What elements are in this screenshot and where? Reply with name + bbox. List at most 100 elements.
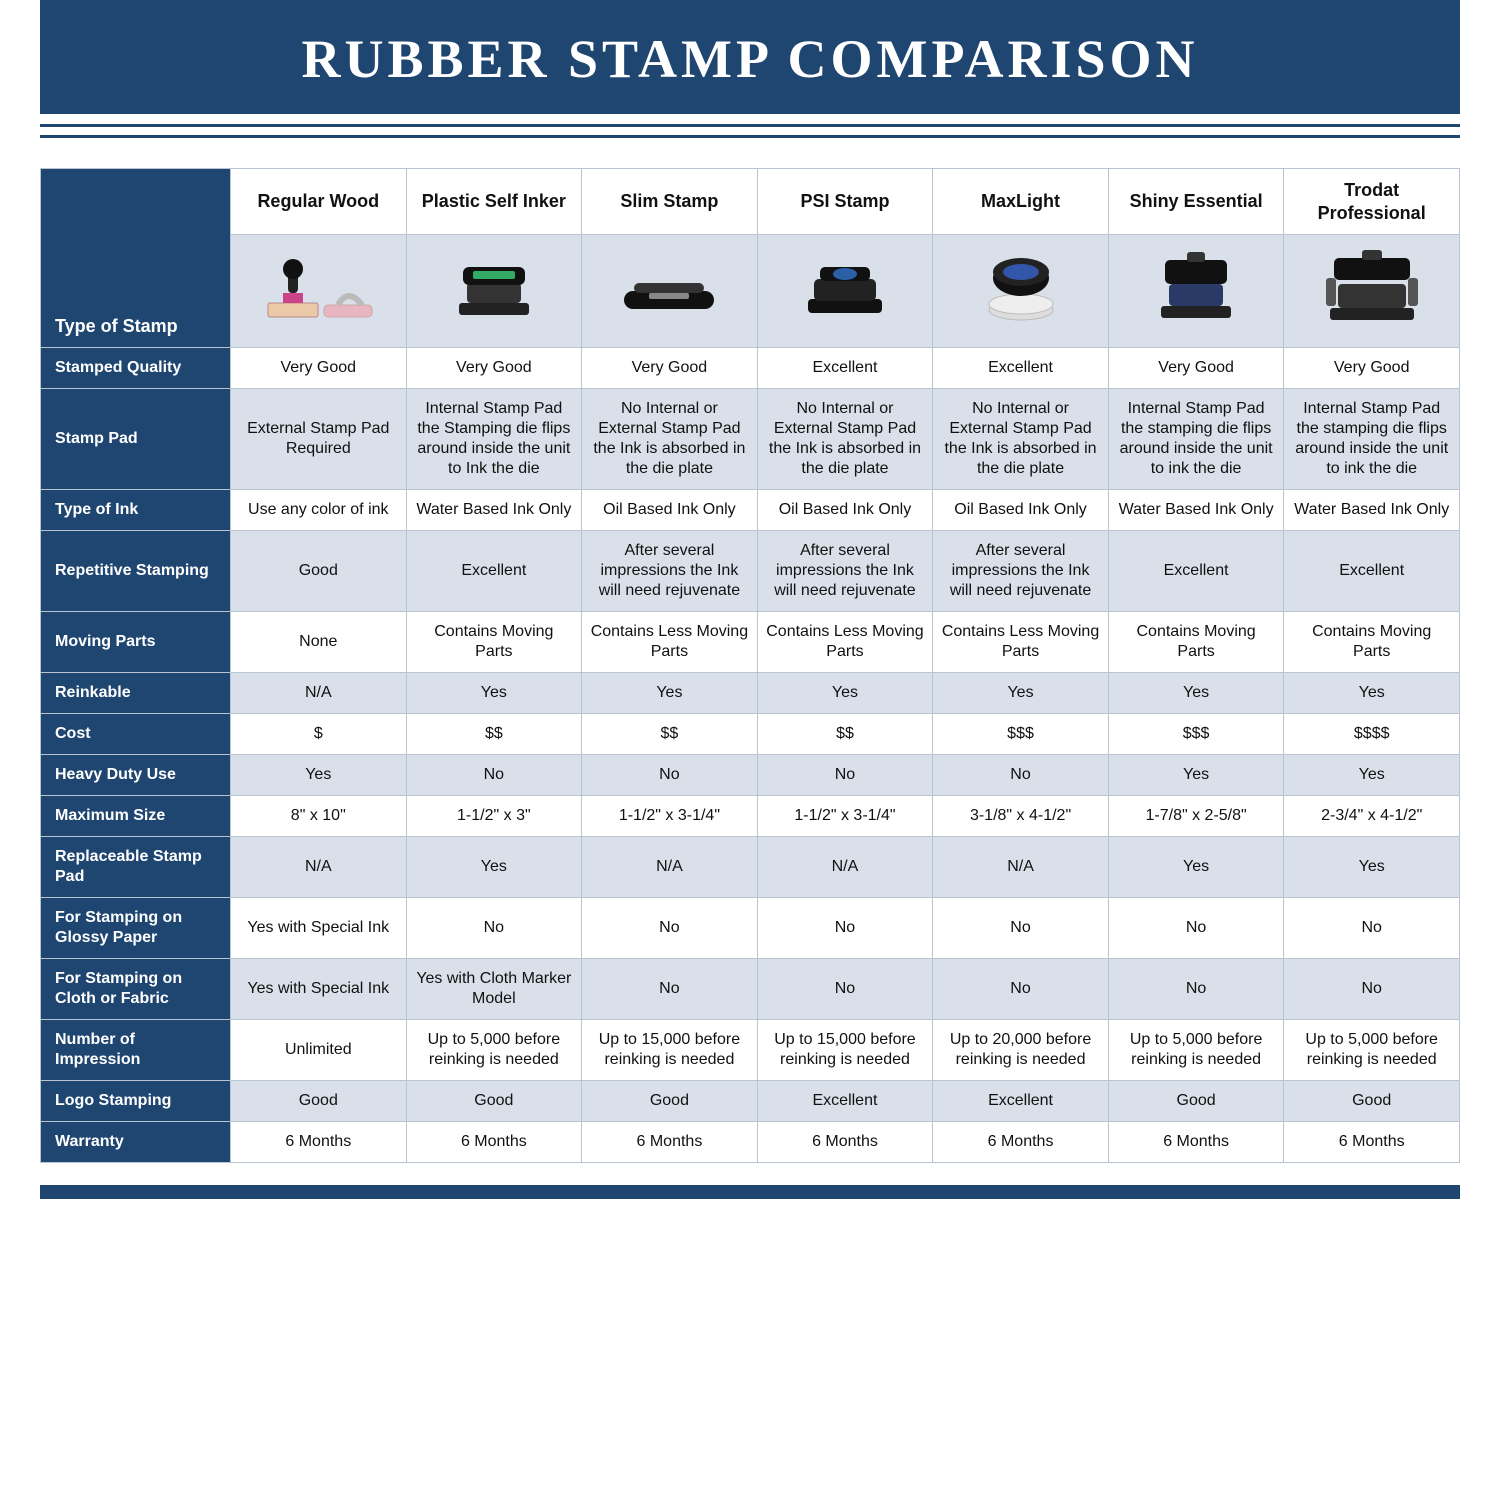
col-header: Trodat Professional — [1284, 169, 1460, 235]
cell: Contains Less Moving Parts — [757, 612, 933, 673]
cell: 8" x 10" — [231, 796, 407, 837]
cell: No — [582, 959, 758, 1020]
cell: Yes — [933, 673, 1109, 714]
cell: Contains Moving Parts — [1284, 612, 1460, 673]
table-row: Repetitive StampingGoodExcellentAfter se… — [41, 531, 1460, 612]
cell: No — [757, 755, 933, 796]
row-header: Warranty — [41, 1122, 231, 1163]
cell: Excellent — [757, 348, 933, 389]
cell: N/A — [231, 673, 407, 714]
table-row: Logo StampingGoodGoodGoodExcellentExcell… — [41, 1081, 1460, 1122]
cell: Very Good — [406, 348, 582, 389]
cell: 6 Months — [231, 1122, 407, 1163]
cell: $ — [231, 714, 407, 755]
cell: $$$$ — [1284, 714, 1460, 755]
cell: Up to 20,000 before reinking is needed — [933, 1020, 1109, 1081]
cell: Yes with Cloth Marker Model — [406, 959, 582, 1020]
table-row: Number of ImpressionUnlimitedUp to 5,000… — [41, 1020, 1460, 1081]
slim-stamp-icon — [609, 253, 729, 323]
cell: Excellent — [757, 1081, 933, 1122]
cell: Contains Less Moving Parts — [582, 612, 758, 673]
cell: $$$ — [933, 714, 1109, 755]
title-rule — [40, 124, 1460, 138]
row-header: For Stamping on Cloth or Fabric — [41, 959, 231, 1020]
cell: Yes — [231, 755, 407, 796]
col-header: Shiny Essential — [1108, 169, 1284, 235]
cell: Up to 5,000 before reinking is needed — [1108, 1020, 1284, 1081]
maxlight-round-stamp-icon — [971, 248, 1071, 328]
stamp-image-cell — [582, 235, 758, 348]
col-header: Slim Stamp — [582, 169, 758, 235]
cell: 1-1/2" x 3-1/4" — [582, 796, 758, 837]
stamp-image-cell — [231, 235, 407, 348]
cell: N/A — [757, 837, 933, 898]
cell: No — [406, 755, 582, 796]
row-header: Moving Parts — [41, 612, 231, 673]
cell: No — [1108, 959, 1284, 1020]
cell: Good — [231, 531, 407, 612]
cell: 1-1/2" x 3" — [406, 796, 582, 837]
comparison-table: Type of Stamp Regular Wood Plastic Self … — [40, 168, 1460, 1163]
cell: Excellent — [1108, 531, 1284, 612]
table-row: Stamp PadExternal Stamp Pad RequiredInte… — [41, 389, 1460, 490]
trodat-professional-stamp-icon — [1312, 248, 1432, 328]
cell: After several impressions the Ink will n… — [933, 531, 1109, 612]
cell: Good — [582, 1081, 758, 1122]
self-inker-stamp-icon — [439, 253, 549, 323]
cell: 6 Months — [582, 1122, 758, 1163]
column-header-row: Type of Stamp Regular Wood Plastic Self … — [41, 169, 1460, 235]
cell: Up to 5,000 before reinking is needed — [406, 1020, 582, 1081]
title-bar: RUBBER STAMP COMPARISON — [40, 0, 1460, 114]
cell: $$ — [757, 714, 933, 755]
cell: No — [933, 898, 1109, 959]
cell: Excellent — [933, 348, 1109, 389]
cell: 6 Months — [1108, 1122, 1284, 1163]
cell: No — [933, 959, 1109, 1020]
cell: Yes with Special Ink — [231, 959, 407, 1020]
row-header: Cost — [41, 714, 231, 755]
table-body: Stamped QualityVery GoodVery GoodVery Go… — [41, 348, 1460, 1163]
cell: 6 Months — [406, 1122, 582, 1163]
cell: Up to 15,000 before reinking is needed — [582, 1020, 758, 1081]
stamp-image-cell — [933, 235, 1109, 348]
cell: No — [1108, 898, 1284, 959]
table-row: Replaceable Stamp PadN/AYesN/AN/AN/AYesY… — [41, 837, 1460, 898]
cell: Very Good — [1284, 348, 1460, 389]
stamp-image-cell — [1284, 235, 1460, 348]
row-header: Stamped Quality — [41, 348, 231, 389]
cell: Use any color of ink — [231, 490, 407, 531]
cell: Water Based Ink Only — [406, 490, 582, 531]
cell: $$ — [406, 714, 582, 755]
table-row: Heavy Duty UseYesNoNoNoNoYesYes — [41, 755, 1460, 796]
cell: Unlimited — [231, 1020, 407, 1081]
cell: Very Good — [231, 348, 407, 389]
cell: Good — [1108, 1081, 1284, 1122]
cell: Yes — [406, 837, 582, 898]
stamp-image-cell — [1108, 235, 1284, 348]
cell: No Internal or External Stamp Pad the In… — [582, 389, 758, 490]
cell: Internal Stamp Pad the stamping die flip… — [1108, 389, 1284, 490]
cell: Yes with Special Ink — [231, 898, 407, 959]
table-row: Cost$$$$$$$$$$$$$$$$$ — [41, 714, 1460, 755]
row-header: Replaceable Stamp Pad — [41, 837, 231, 898]
row-header: Heavy Duty Use — [41, 755, 231, 796]
row-header: Logo Stamping — [41, 1081, 231, 1122]
row-header: Maximum Size — [41, 796, 231, 837]
cell: 6 Months — [933, 1122, 1109, 1163]
cell: None — [231, 612, 407, 673]
row-header: Stamp Pad — [41, 389, 231, 490]
col-header: Plastic Self Inker — [406, 169, 582, 235]
cell: Contains Moving Parts — [1108, 612, 1284, 673]
cell: N/A — [582, 837, 758, 898]
col-header: PSI Stamp — [757, 169, 933, 235]
cell: Good — [406, 1081, 582, 1122]
cell: Yes — [406, 673, 582, 714]
table-row: Warranty6 Months6 Months6 Months6 Months… — [41, 1122, 1460, 1163]
cell: Yes — [1284, 837, 1460, 898]
cell: After several impressions the Ink will n… — [582, 531, 758, 612]
page-title: RUBBER STAMP COMPARISON — [301, 29, 1198, 89]
cell: 1-1/2" x 3-1/4" — [757, 796, 933, 837]
cell: Excellent — [406, 531, 582, 612]
table-row: Type of InkUse any color of inkWater Bas… — [41, 490, 1460, 531]
cell: No — [1284, 959, 1460, 1020]
